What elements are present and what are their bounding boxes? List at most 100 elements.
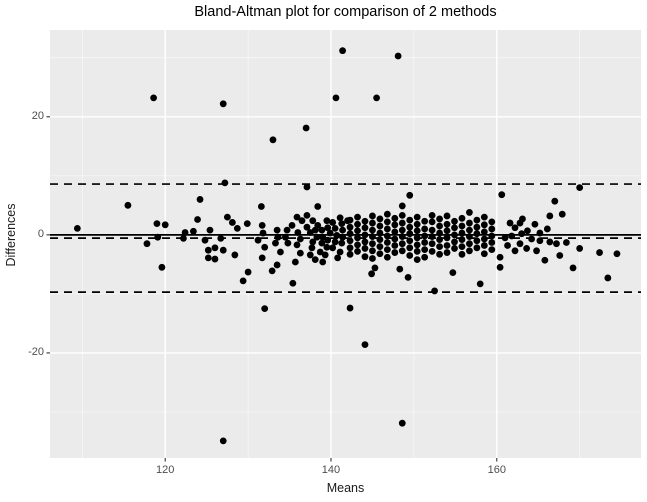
data-point: [217, 234, 225, 242]
data-point: [421, 217, 429, 225]
data-point: [274, 233, 282, 241]
data-point: [282, 233, 289, 241]
data-point: [283, 226, 291, 234]
data-point: [451, 231, 458, 239]
data-point: [546, 238, 554, 246]
data-point: [528, 235, 535, 243]
data-point: [480, 235, 488, 243]
data-point: [373, 94, 380, 102]
data-point: [383, 253, 391, 261]
data-point: [613, 250, 621, 258]
data-point: [73, 224, 81, 232]
data-point: [466, 219, 473, 227]
y-tick-label: 0: [37, 228, 44, 241]
data-point: [413, 220, 421, 228]
data-point: [576, 245, 584, 252]
data-point: [206, 226, 214, 234]
data-point: [428, 211, 436, 219]
data-point: [391, 228, 399, 236]
data-point: [436, 222, 443, 230]
data-point: [436, 236, 443, 243]
x-tick-label: 160: [487, 464, 506, 476]
data-point: [391, 235, 399, 243]
data-point: [258, 222, 266, 229]
data-point: [368, 270, 376, 278]
data-point: [413, 227, 421, 235]
data-point: [181, 229, 189, 236]
data-point: [466, 247, 473, 255]
data-point: [473, 230, 481, 238]
data-point: [291, 258, 299, 266]
data-point: [273, 261, 281, 269]
data-point: [473, 237, 481, 245]
data-point: [329, 244, 337, 252]
data-point: [451, 245, 458, 252]
data-point: [354, 241, 361, 249]
data-point: [369, 247, 376, 255]
data-point: [488, 225, 496, 233]
data-point: [496, 263, 504, 271]
data-point: [339, 226, 346, 234]
data-point: [302, 124, 310, 132]
data-point: [536, 237, 544, 245]
data-point: [543, 225, 551, 233]
chart-title: Bland-Altman plot for comparison of 2 me…: [194, 4, 497, 20]
data-point: [533, 247, 540, 255]
data-point: [451, 217, 458, 225]
data-point: [211, 244, 219, 252]
data-point: [361, 238, 369, 246]
data-point: [346, 216, 354, 224]
data-point: [383, 246, 391, 254]
data-point: [383, 232, 391, 240]
data-point: [406, 223, 414, 231]
data-point: [406, 244, 414, 252]
data-point: [124, 201, 132, 209]
data-point: [398, 247, 406, 255]
data-point: [201, 236, 209, 244]
data-point: [369, 219, 376, 227]
data-point: [376, 243, 384, 251]
data-point: [511, 247, 519, 255]
data-point: [313, 233, 321, 241]
data-point: [268, 267, 276, 275]
data-point: [558, 210, 566, 218]
data-point: [158, 263, 166, 271]
data-point: [296, 249, 304, 257]
data-point: [298, 217, 306, 225]
data-point: [466, 226, 473, 234]
data-point: [346, 230, 354, 238]
data-point: [406, 230, 414, 238]
data-point: [346, 223, 354, 231]
y-tick-label: 20: [31, 110, 44, 123]
x-tick-label: 120: [156, 464, 175, 476]
data-point: [498, 191, 506, 199]
data-point: [466, 209, 473, 216]
data-point: [293, 241, 301, 249]
data-point: [458, 250, 466, 258]
data-point: [476, 280, 484, 288]
data-point: [551, 197, 559, 205]
data-point: [277, 248, 284, 256]
data-point: [511, 224, 519, 232]
data-point: [332, 94, 340, 102]
data-point: [323, 217, 331, 225]
data-point: [596, 249, 603, 256]
data-point: [233, 224, 241, 232]
data-point: [314, 203, 322, 210]
data-point: [309, 238, 317, 246]
data-point: [219, 437, 227, 445]
data-point: [354, 234, 361, 242]
data-point: [466, 233, 473, 241]
data-point: [311, 256, 319, 264]
x-axis-title: Means: [326, 481, 365, 495]
data-point: [604, 274, 612, 282]
data-point: [331, 224, 339, 232]
data-point: [269, 136, 277, 144]
data-point: [288, 222, 296, 229]
data-point: [346, 237, 354, 245]
data-point: [321, 251, 329, 259]
data-point: [376, 236, 384, 243]
data-point: [383, 218, 391, 226]
data-point: [284, 239, 292, 247]
data-point: [261, 305, 269, 313]
